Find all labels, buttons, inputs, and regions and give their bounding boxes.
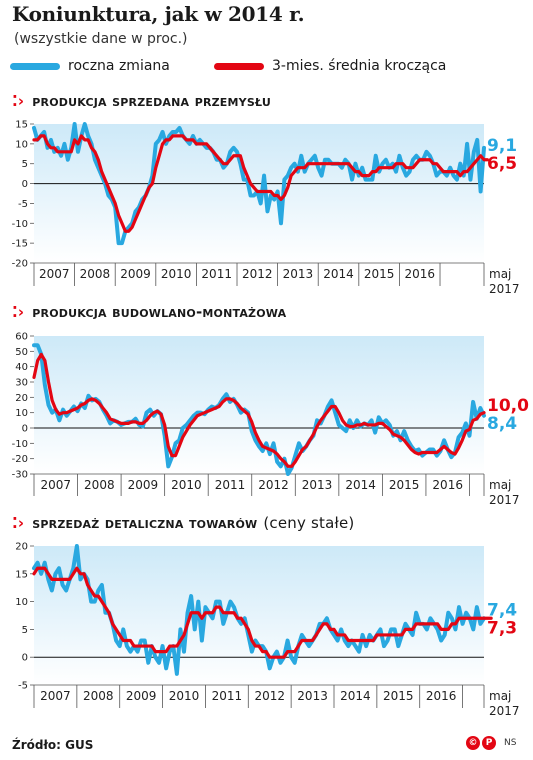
page-title: Koniunktura, jak w 2014 r. [12, 2, 305, 26]
series-line-srednia [32, 566, 493, 659]
end-label-srednia: 7,3 [487, 618, 517, 638]
panel-title-przemysl: ⁚› Produkcja sprzedana przemysłu [12, 92, 271, 110]
y-tick-label: -20 [12, 259, 28, 270]
x-tick-label: 2016 [404, 267, 435, 281]
panel-title-sprzedaz: ⁚› Sprzedaż detaliczna towarów (ceny sta… [12, 514, 354, 532]
publisher-logo: © P NS [466, 736, 516, 750]
y-tick-label: 50 [15, 347, 28, 358]
x-tick-label: 2015 [389, 478, 420, 492]
x-tick-label: 2011 [212, 689, 243, 703]
x-tick-label: 2007 [41, 478, 72, 492]
x-last-label-year: 2017 [489, 493, 520, 507]
x-tick-label: 2009 [128, 478, 159, 492]
x-tick-label: 2015 [364, 267, 395, 281]
x-tick-label: 2011 [201, 267, 232, 281]
y-tick-label: 0 [22, 424, 28, 435]
panel-title-budownictwo: ⁚› Produkcja budowlano-montażowa [12, 303, 286, 321]
end-label-roczna: 9,1 [487, 136, 517, 156]
y-tick-label: 15 [15, 120, 28, 131]
page-subtitle: (wszystkie dane w proc.) [14, 31, 188, 47]
legend-swatch-blue [10, 62, 60, 70]
y-tick-label: -20 [12, 454, 28, 465]
y-tick-label: -5 [18, 681, 28, 692]
x-last-label-month: maj [489, 478, 511, 492]
x-tick-label: 2013 [283, 267, 314, 281]
y-tick-label: -10 [12, 439, 28, 450]
y-tick-label: 5 [22, 625, 28, 636]
x-tick-label: 2012 [254, 689, 285, 703]
series-line-srednia [32, 352, 486, 468]
y-tick-label: 30 [15, 378, 28, 389]
y-tick-label: -30 [12, 470, 28, 481]
x-tick-label: 2007 [40, 689, 71, 703]
x-tick-label: 2012 [258, 478, 289, 492]
panel-title-note: (ceny stałe) [263, 514, 355, 532]
x-tick-label: 2015 [383, 689, 414, 703]
plot-background [34, 336, 484, 474]
bullet-icon: ⁚› [12, 303, 25, 321]
end-label-roczna: 7,4 [487, 600, 517, 620]
chart-budownictwo: -30 -20 -10 0 10 20 30 40 50 60 2007 2008 2009 2010 20… [12, 332, 529, 508]
x-tick-label: 2016 [426, 689, 457, 703]
legend-item-srednia: 3-mies. średnia krocząca [214, 58, 446, 74]
bullet-icon: ⁚› [12, 92, 25, 110]
x-last-label-year: 2017 [489, 282, 520, 296]
x-tick-label: 2012 [242, 267, 273, 281]
y-tick-label: 10 [15, 408, 28, 419]
legend-item-roczna: roczna zmiana [10, 58, 170, 74]
chart-przemysl: -20 -15 -10 -5 0 5 10 15 2007 2008 2009 2010 2011 201… [12, 120, 520, 297]
panel-title-text: Sprzedaż detaliczna towarów [32, 514, 258, 532]
series-line-srednia [32, 134, 489, 233]
x-last-label-month: maj [489, 689, 511, 703]
y-tick-label: 15 [15, 569, 28, 580]
legend: roczna zmiana 3-mies. średnia krocząca [10, 58, 520, 80]
y-tick-label: 5 [22, 159, 28, 170]
y-tick-label: 20 [15, 393, 28, 404]
legend-swatch-red [214, 62, 264, 70]
y-tick-label: 0 [22, 179, 28, 190]
y-tick-label: 10 [15, 139, 28, 150]
x-last-label-month: maj [489, 267, 511, 281]
x-tick-label: 2009 [126, 689, 157, 703]
source-note: Źródło: GUS [12, 738, 94, 752]
legend-label-srednia: 3-mies. średnia krocząca [272, 58, 447, 74]
y-tick-label: 10 [15, 597, 28, 608]
legend-label-roczna: roczna zmiana [68, 58, 170, 74]
series-line-roczna [32, 122, 486, 246]
x-tick-label: 2010 [161, 267, 192, 281]
x-tick-label: 2013 [297, 689, 328, 703]
y-tick-label: -15 [12, 239, 28, 250]
credit-initials: NS [504, 738, 517, 748]
panel-title-text: Produkcja sprzedana przemysłu [32, 92, 271, 110]
y-tick-label: 20 [15, 542, 28, 553]
x-last-label-year: 2017 [489, 704, 520, 718]
y-tick-label: 0 [22, 653, 28, 664]
y-tick-label: -5 [18, 199, 28, 210]
x-tick-label: 2007 [39, 267, 70, 281]
chart-sprzedaz: -5 0 5 10 15 20 2007 2008 2009 2010 2011 2012 2013 20… [15, 542, 520, 719]
series-line-roczna [32, 343, 486, 476]
x-tick-label: 2008 [80, 267, 111, 281]
x-tick-label: 2008 [84, 478, 115, 492]
x-tick-label: 2014 [323, 267, 354, 281]
x-tick-label: 2014 [345, 478, 376, 492]
x-tick-label: 2008 [83, 689, 114, 703]
x-tick-label: 2014 [340, 689, 371, 703]
x-tick-label: 2010 [169, 689, 200, 703]
x-tick-label: 2009 [120, 267, 151, 281]
y-tick-label: 40 [15, 362, 28, 373]
x-tick-label: 2010 [171, 478, 202, 492]
y-tick-label: 60 [15, 332, 28, 343]
end-label-srednia: 10,0 [487, 396, 529, 416]
y-tick-label: -10 [12, 219, 28, 230]
bullet-icon: ⁚› [12, 514, 25, 532]
panel-title-text: Produkcja budowlano-montażowa [32, 303, 287, 321]
x-tick-label: 2011 [215, 478, 246, 492]
x-tick-label: 2016 [432, 478, 463, 492]
end-label-roczna: 8,4 [487, 414, 517, 434]
logo-p-icon: P [482, 736, 496, 750]
end-label-srednia: 6,5 [487, 154, 517, 174]
x-tick-label: 2013 [302, 478, 333, 492]
logo-c-icon: © [466, 736, 480, 750]
